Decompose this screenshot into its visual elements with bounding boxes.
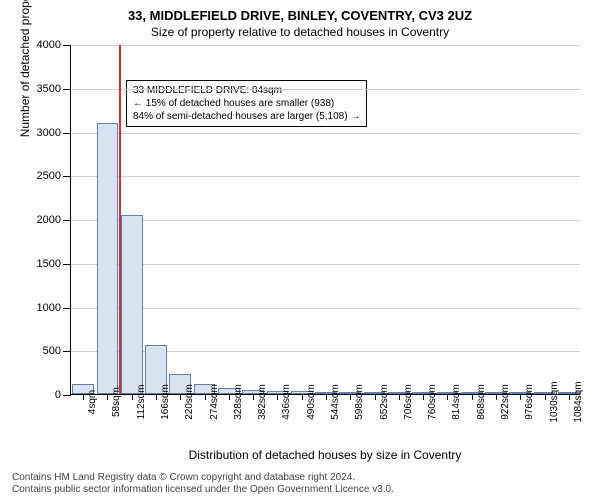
copyright-line: Contains public sector information licen… bbox=[12, 484, 394, 496]
x-tick-label: 760sqm bbox=[427, 384, 438, 420]
x-tick-label: 436sqm bbox=[281, 384, 292, 420]
x-tick-label: 814sqm bbox=[451, 384, 462, 420]
y-tick bbox=[63, 395, 71, 396]
histogram-bar bbox=[97, 123, 119, 394]
copyright-text: Contains HM Land Registry data © Crown c… bbox=[12, 472, 394, 496]
plot-area: 33 MIDDLEFIELD DRIVE: 84sqm ← 15% of det… bbox=[70, 45, 580, 395]
y-tick bbox=[63, 351, 71, 352]
gridline bbox=[71, 220, 580, 221]
y-tick-label: 4000 bbox=[37, 39, 61, 51]
x-tick bbox=[229, 394, 230, 400]
x-tick bbox=[302, 394, 303, 400]
y-tick bbox=[63, 176, 71, 177]
x-tick-label: 490sqm bbox=[306, 384, 317, 420]
copyright-line: Contains HM Land Registry data © Crown c… bbox=[12, 472, 394, 484]
y-tick-label: 500 bbox=[43, 345, 61, 357]
x-tick bbox=[107, 394, 108, 400]
x-tick bbox=[205, 394, 206, 400]
x-tick-label: 382sqm bbox=[257, 384, 268, 420]
x-tick-label: 922sqm bbox=[500, 384, 511, 420]
marker-line bbox=[119, 45, 121, 394]
x-tick-label: 868sqm bbox=[476, 384, 487, 420]
annotation-line: 84% of semi-detached houses are larger (… bbox=[133, 110, 360, 123]
x-tick bbox=[350, 394, 351, 400]
y-tick bbox=[63, 220, 71, 221]
annotation-box: 33 MIDDLEFIELD DRIVE: 84sqm ← 15% of det… bbox=[126, 80, 367, 127]
y-tick bbox=[63, 133, 71, 134]
x-tick bbox=[447, 394, 448, 400]
y-tick-label: 3000 bbox=[37, 127, 61, 139]
y-tick-label: 1000 bbox=[37, 302, 61, 314]
x-tick-label: 1030sqm bbox=[549, 381, 560, 422]
x-tick-label: 976sqm bbox=[524, 384, 535, 420]
x-tick bbox=[326, 394, 327, 400]
x-tick bbox=[423, 394, 424, 400]
y-tick bbox=[63, 45, 71, 46]
gridline bbox=[71, 89, 580, 90]
chart-container: { "chart": { "type": "histogram", "title… bbox=[0, 0, 600, 500]
chart-title: 33, MIDDLEFIELD DRIVE, BINLEY, COVENTRY,… bbox=[0, 0, 600, 23]
annotation-line: ← 15% of detached houses are smaller (93… bbox=[133, 97, 360, 110]
x-tick bbox=[253, 394, 254, 400]
x-tick bbox=[83, 394, 84, 400]
annotation-line: 33 MIDDLEFIELD DRIVE: 84sqm bbox=[133, 84, 360, 97]
y-tick-label: 2500 bbox=[37, 170, 61, 182]
y-tick bbox=[63, 89, 71, 90]
y-tick-label: 0 bbox=[55, 389, 61, 401]
y-tick-label: 1500 bbox=[37, 258, 61, 270]
chart-subtitle: Size of property relative to detached ho… bbox=[0, 23, 600, 39]
gridline bbox=[71, 45, 580, 46]
gridline bbox=[71, 133, 580, 134]
histogram-bar bbox=[121, 215, 143, 394]
x-tick-label: 544sqm bbox=[330, 384, 341, 420]
x-tick bbox=[496, 394, 497, 400]
gridline bbox=[71, 264, 580, 265]
x-axis-title: Distribution of detached houses by size … bbox=[70, 448, 580, 462]
gridline bbox=[71, 176, 580, 177]
y-axis-title: Number of detached properties bbox=[18, 0, 32, 137]
x-tick-label: 1084sqm bbox=[573, 381, 584, 422]
y-tick bbox=[63, 308, 71, 309]
y-tick bbox=[63, 264, 71, 265]
x-tick bbox=[545, 394, 546, 400]
x-tick bbox=[156, 394, 157, 400]
x-tick-label: 598sqm bbox=[354, 384, 365, 420]
x-tick-label: 706sqm bbox=[403, 384, 414, 420]
gridline bbox=[71, 308, 580, 309]
x-tick bbox=[472, 394, 473, 400]
x-tick bbox=[180, 394, 181, 400]
x-tick bbox=[569, 394, 570, 400]
x-tick bbox=[132, 394, 133, 400]
x-tick bbox=[399, 394, 400, 400]
y-tick-label: 2000 bbox=[37, 214, 61, 226]
x-tick-label: 652sqm bbox=[379, 384, 390, 420]
y-tick-label: 3500 bbox=[37, 83, 61, 95]
x-tick bbox=[375, 394, 376, 400]
x-tick bbox=[520, 394, 521, 400]
x-tick bbox=[277, 394, 278, 400]
